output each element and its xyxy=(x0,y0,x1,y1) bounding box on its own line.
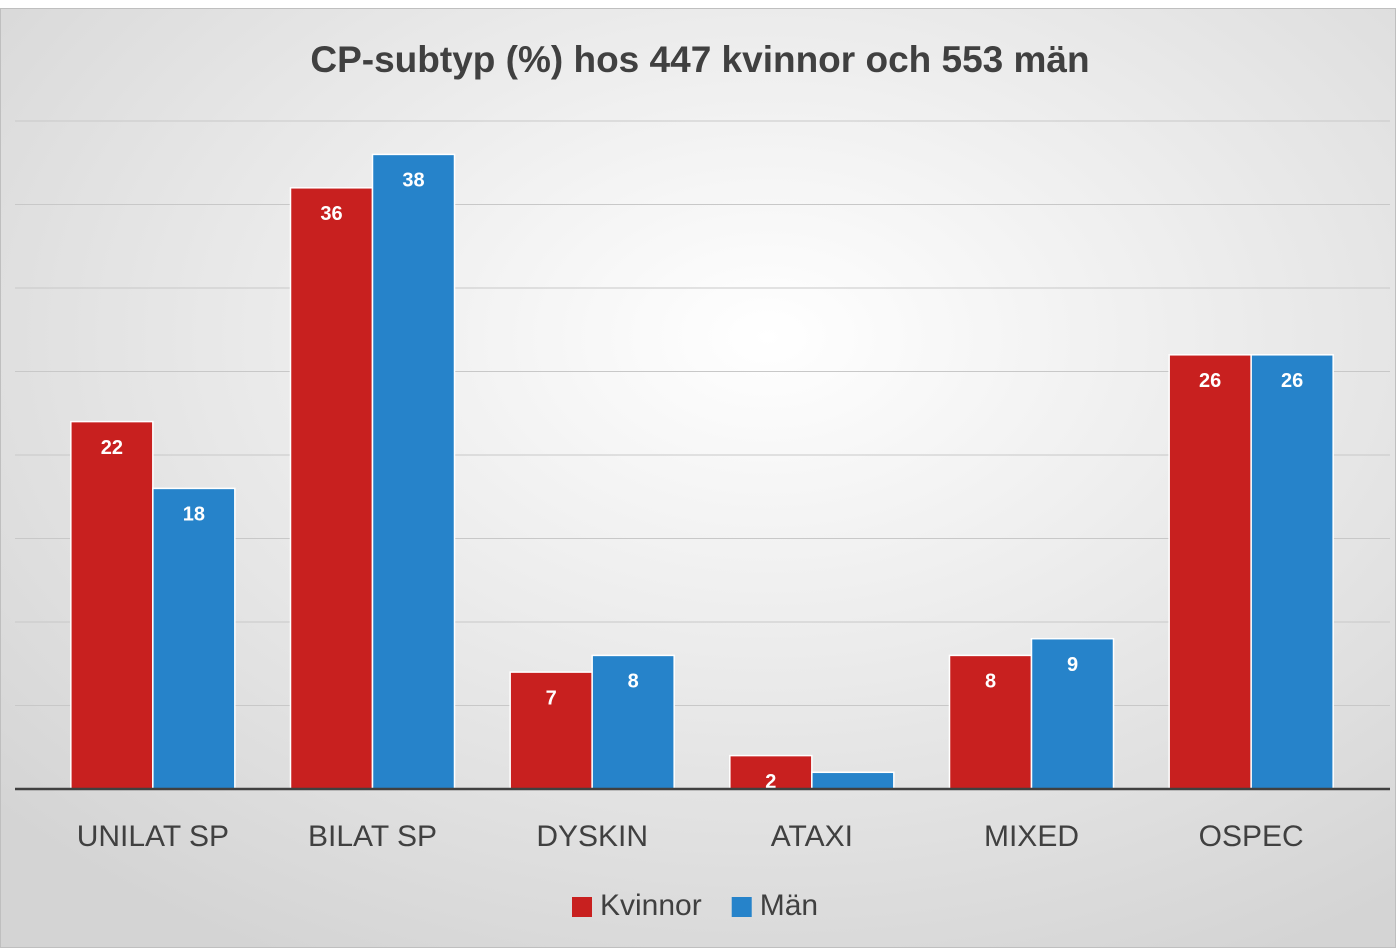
legend-swatch xyxy=(572,897,592,917)
data-label: 8 xyxy=(628,671,639,693)
x-tick-label: BILAT SP xyxy=(308,820,437,853)
chart-background xyxy=(0,8,1396,948)
bar xyxy=(152,487,236,790)
x-tick-label: UNILAT SP xyxy=(77,820,229,853)
bar xyxy=(289,187,374,790)
legend-label: Män xyxy=(760,889,818,922)
bar xyxy=(1030,637,1115,790)
bar xyxy=(70,420,154,790)
data-label: 9 xyxy=(1067,654,1078,676)
data-label: 38 xyxy=(402,170,424,192)
bar xyxy=(948,654,1033,790)
data-label: 22 xyxy=(101,437,123,459)
bar xyxy=(371,153,456,790)
chart-title: CP-subtyp (%) hos 447 kvinnor och 553 mä… xyxy=(310,39,1089,80)
x-tick-label: ATAXI xyxy=(771,820,853,853)
data-label: 26 xyxy=(1281,370,1303,392)
x-tick-label: DYSKIN xyxy=(536,820,648,853)
bar xyxy=(1168,354,1252,790)
data-label: 18 xyxy=(183,504,205,526)
data-label: 36 xyxy=(320,203,342,225)
data-label: 2 xyxy=(765,771,776,793)
data-label: 8 xyxy=(985,671,996,693)
bar xyxy=(811,771,895,790)
data-label: 7 xyxy=(546,687,557,709)
x-tick-label: MIXED xyxy=(984,820,1079,853)
legend-label: Kvinnor xyxy=(600,889,702,922)
bar xyxy=(1250,354,1334,790)
data-label: 26 xyxy=(1199,370,1221,392)
x-tick-label: OSPEC xyxy=(1199,820,1304,853)
legend-swatch xyxy=(731,897,752,917)
